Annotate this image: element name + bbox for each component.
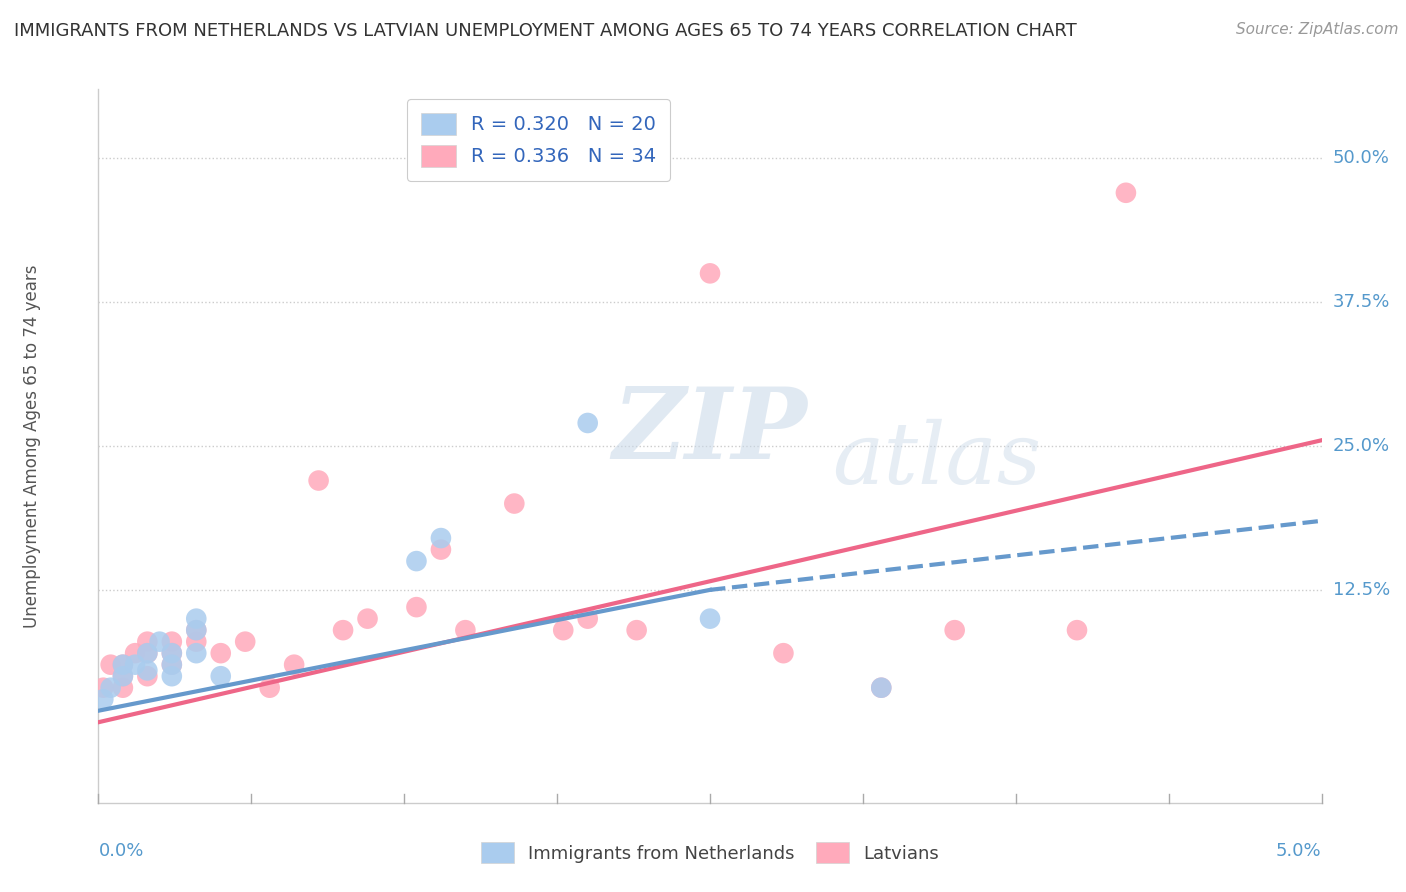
Point bbox=[332, 623, 354, 637]
Legend: Immigrants from Netherlands, Latvians: Immigrants from Netherlands, Latvians bbox=[468, 830, 952, 876]
Text: Source: ZipAtlas.com: Source: ZipAtlas.com bbox=[1236, 22, 1399, 37]
Point bbox=[772, 646, 794, 660]
Point bbox=[91, 681, 114, 695]
Point bbox=[136, 669, 159, 683]
Point bbox=[576, 612, 599, 626]
Point bbox=[209, 669, 232, 683]
Point bbox=[186, 612, 208, 626]
Point bbox=[111, 669, 134, 683]
Point bbox=[283, 657, 305, 672]
Point bbox=[209, 646, 232, 660]
Point bbox=[186, 634, 208, 648]
Text: 37.5%: 37.5% bbox=[1333, 293, 1391, 311]
Text: 12.5%: 12.5% bbox=[1333, 581, 1391, 599]
Point bbox=[943, 623, 966, 637]
Point bbox=[186, 623, 208, 637]
Point bbox=[870, 681, 893, 695]
Text: ZIP: ZIP bbox=[612, 384, 807, 480]
Text: IMMIGRANTS FROM NETHERLANDS VS LATVIAN UNEMPLOYMENT AMONG AGES 65 TO 74 YEARS CO: IMMIGRANTS FROM NETHERLANDS VS LATVIAN U… bbox=[14, 22, 1077, 40]
Point bbox=[186, 623, 208, 637]
Point bbox=[699, 612, 721, 626]
Point bbox=[1115, 186, 1137, 200]
Point bbox=[576, 416, 599, 430]
Point bbox=[626, 623, 648, 637]
Point bbox=[186, 646, 208, 660]
Point bbox=[111, 681, 134, 695]
Point bbox=[160, 646, 183, 660]
Point bbox=[553, 623, 575, 637]
Point bbox=[160, 657, 183, 672]
Text: 25.0%: 25.0% bbox=[1333, 437, 1391, 455]
Point bbox=[136, 664, 159, 678]
Point bbox=[100, 681, 122, 695]
Point bbox=[699, 266, 721, 280]
Point bbox=[503, 497, 526, 511]
Point bbox=[149, 634, 172, 648]
Point bbox=[870, 681, 893, 695]
Point bbox=[259, 681, 281, 695]
Point bbox=[111, 657, 134, 672]
Point bbox=[1066, 623, 1088, 637]
Point bbox=[124, 646, 146, 660]
Text: 0.0%: 0.0% bbox=[98, 842, 143, 860]
Point bbox=[91, 692, 114, 706]
Point bbox=[233, 634, 256, 648]
Text: atlas: atlas bbox=[832, 419, 1042, 501]
Point bbox=[111, 657, 134, 672]
Point bbox=[136, 646, 159, 660]
Point bbox=[111, 669, 134, 683]
Point bbox=[160, 669, 183, 683]
Point bbox=[160, 634, 183, 648]
Text: Unemployment Among Ages 65 to 74 years: Unemployment Among Ages 65 to 74 years bbox=[22, 264, 41, 628]
Point bbox=[160, 657, 183, 672]
Point bbox=[430, 531, 453, 545]
Text: 50.0%: 50.0% bbox=[1333, 149, 1389, 168]
Point bbox=[405, 554, 427, 568]
Point bbox=[160, 646, 183, 660]
Point bbox=[430, 542, 453, 557]
Point bbox=[136, 646, 159, 660]
Point bbox=[356, 612, 378, 626]
Point bbox=[454, 623, 477, 637]
Point bbox=[308, 474, 330, 488]
Point bbox=[136, 634, 159, 648]
Text: 5.0%: 5.0% bbox=[1277, 842, 1322, 860]
Point bbox=[405, 600, 427, 615]
Point bbox=[124, 657, 146, 672]
Point bbox=[100, 657, 122, 672]
